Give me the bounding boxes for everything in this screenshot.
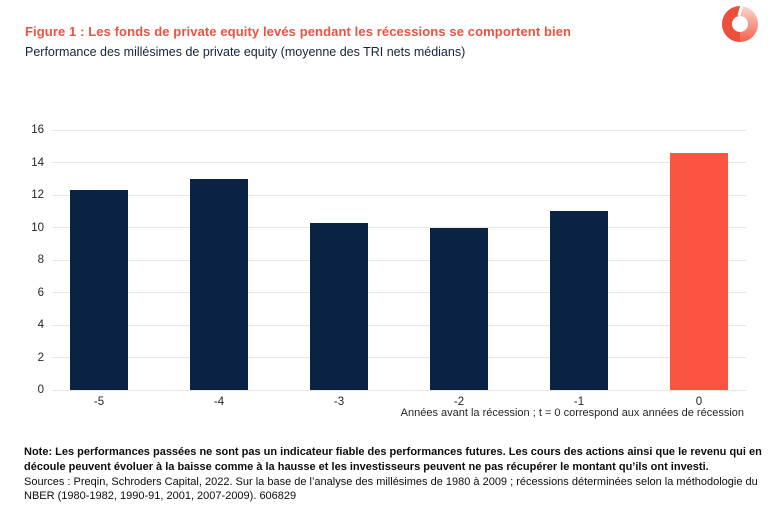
y-tick-label: 0 — [37, 384, 44, 396]
x-tick-label: -2 — [453, 396, 465, 408]
figure-title: Figure 1 : Les fonds de private equity l… — [25, 24, 572, 39]
x-tick-label: -5 — [93, 396, 105, 408]
gridline — [52, 227, 746, 228]
logo-hole — [732, 16, 748, 32]
figure-subtitle: Performance des millésimes de private eq… — [25, 45, 466, 59]
gridline — [52, 389, 746, 391]
bar--2 — [430, 227, 488, 390]
gridline — [52, 292, 746, 293]
y-tick-label: 12 — [31, 189, 44, 201]
y-tick-label: 16 — [31, 124, 44, 136]
x-tick-label: -1 — [573, 396, 585, 408]
schroders-logo-icon — [722, 3, 758, 42]
y-axis: 0 2 4 6 8 10 12 14 16 — [16, 124, 44, 396]
y-tick-label: 8 — [37, 254, 44, 266]
bar--3 — [310, 222, 368, 390]
x-tick-label: -4 — [213, 396, 225, 408]
bar--5 — [70, 190, 128, 390]
gridline — [52, 324, 746, 326]
gridline — [52, 259, 746, 261]
y-tick-label: 6 — [37, 286, 44, 299]
x-tick-label: -3 — [333, 396, 345, 408]
footnote: Note: Les performances passées ne sont p… — [24, 445, 770, 504]
y-tick-label: 4 — [37, 319, 44, 331]
gridline — [52, 357, 746, 358]
bar-0 — [670, 152, 728, 390]
gridline — [52, 162, 746, 163]
y-tick-label: 2 — [37, 351, 44, 364]
gridline — [52, 194, 746, 196]
x-tick-label: 0 — [695, 396, 703, 408]
footnote-disclaimer: Note: Les performances passées ne sont p… — [24, 446, 762, 473]
bar-chart: 0 2 4 6 8 10 12 14 16 -5 -4 -3 -2 -1 0 Années avant l… — [0, 124, 770, 420]
bar--1 — [550, 211, 608, 390]
x-axis-label: Années avant la récession ; t = 0 corres… — [400, 407, 744, 419]
logo-ring-left — [722, 6, 740, 42]
plot-area: -5 -4 -3 -2 -1 0 — [52, 129, 746, 408]
footnote-sources: Sources : Preqin, Schroders Capital, 202… — [24, 475, 758, 503]
gridline — [52, 129, 746, 131]
y-tick-label: 10 — [31, 221, 44, 234]
y-tick-label: 14 — [31, 156, 44, 169]
bar--4 — [190, 178, 248, 390]
